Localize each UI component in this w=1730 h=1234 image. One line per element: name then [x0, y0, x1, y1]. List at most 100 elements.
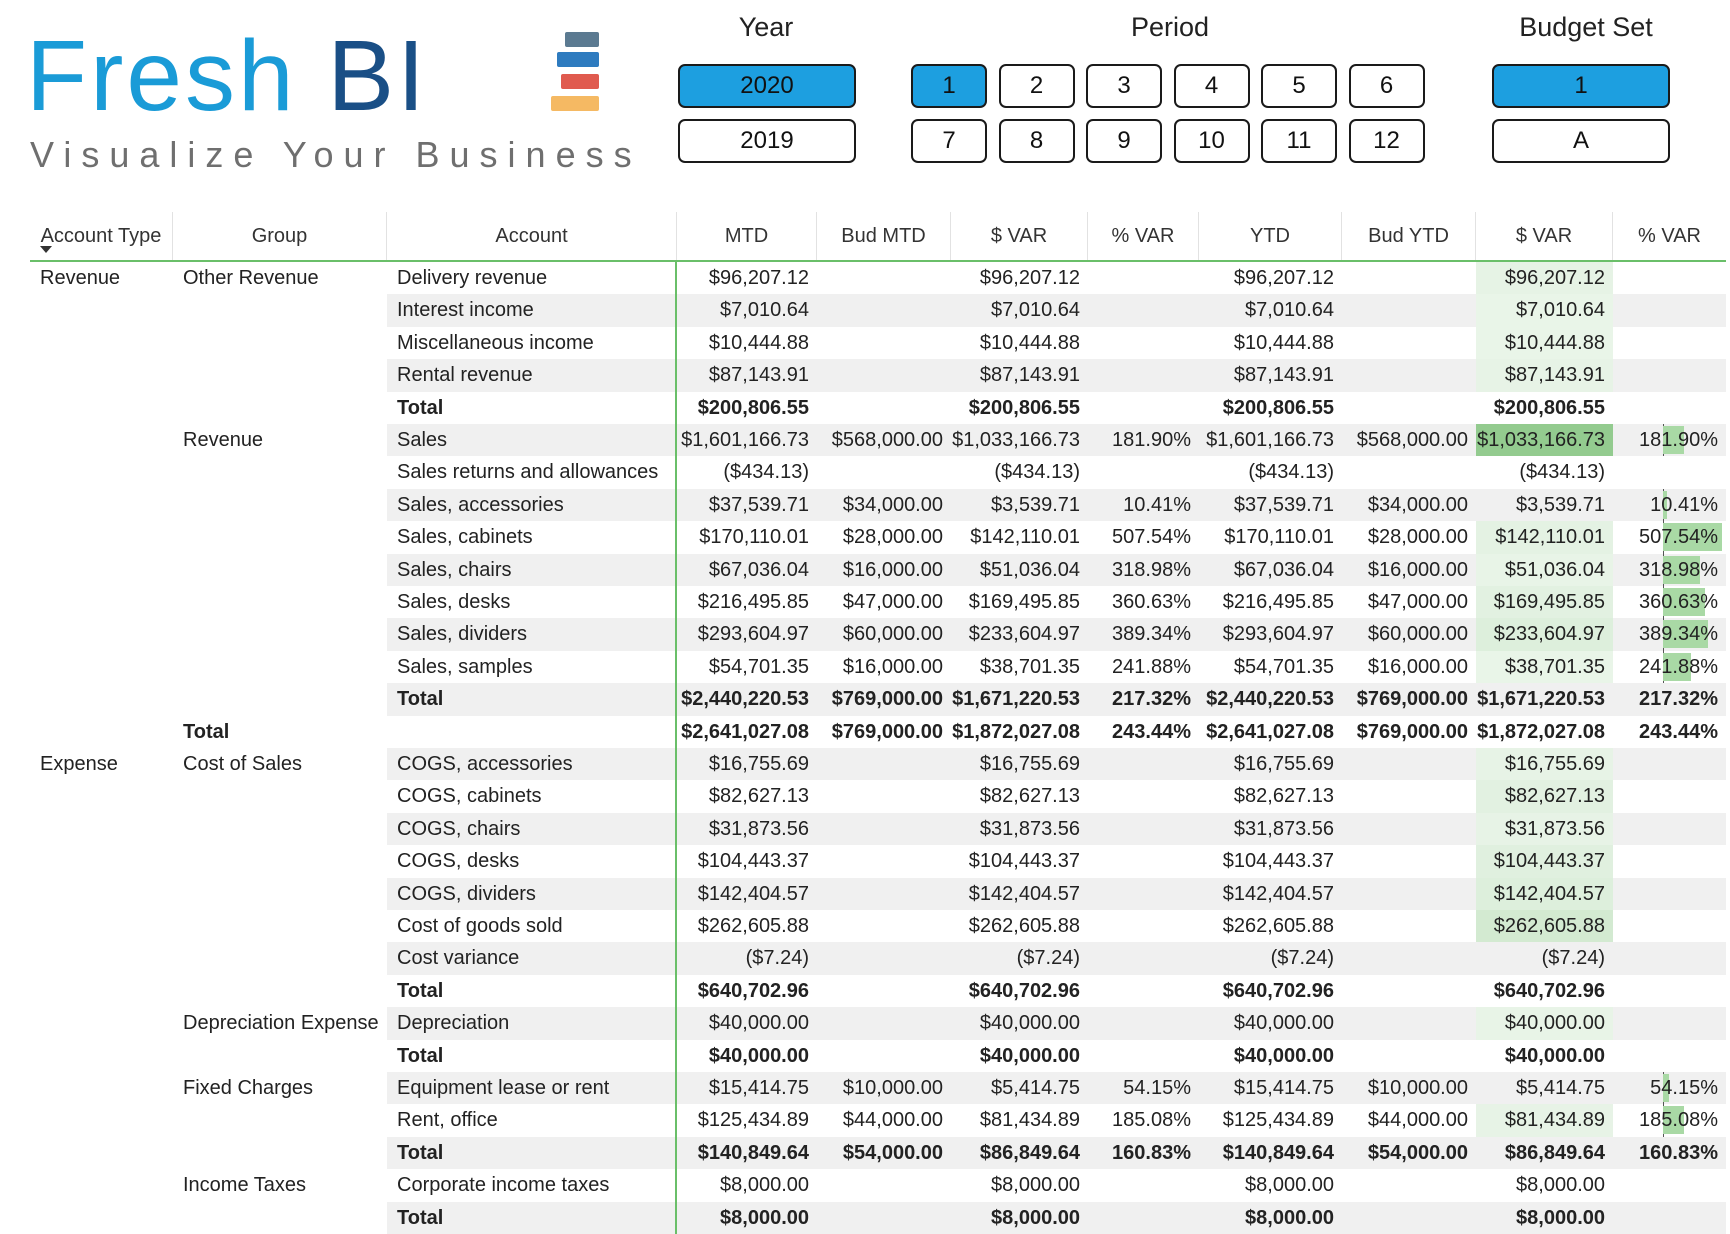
cell-var-mtd: ($434.13): [951, 456, 1088, 488]
cell-group: [173, 1137, 387, 1169]
column-header-pct-var-ytd[interactable]: % VAR: [1613, 212, 1726, 260]
cell-text: 160.83%: [1639, 1141, 1718, 1164]
table-row[interactable]: Revenue Other Revenue Delivery revenue $96,…: [30, 262, 1726, 295]
column-header-mtd[interactable]: MTD: [677, 212, 817, 260]
cell-pct-var-ytd: 389.34%: [1613, 618, 1726, 651]
cell-text: 241.88%: [1639, 655, 1718, 678]
table-row[interactable]: Total $140,849.64 $54,000.00 $86,849.64 160.…: [30, 1136, 1726, 1170]
column-header-ytd[interactable]: YTD: [1199, 212, 1342, 260]
year-button-2019[interactable]: 2019: [678, 119, 856, 163]
cell-text: $82,627.13: [1504, 785, 1605, 808]
column-header-bud-ytd[interactable]: Bud YTD: [1342, 212, 1476, 260]
cell-text: $568,000.00: [1356, 429, 1468, 451]
period-button-2[interactable]: 2: [998, 64, 1075, 108]
cell-account-type: [30, 780, 173, 812]
table-row[interactable]: Interest income $7,010.64 $7,010.64 $7,010.…: [30, 294, 1726, 327]
year-button-2020[interactable]: 2020: [678, 64, 856, 108]
table-row[interactable]: Sales, chairs $67,036.04 $16,000.00 $51,036…: [30, 553, 1726, 586]
cell-var-ytd: $87,143.91: [1476, 359, 1613, 392]
table-row[interactable]: Sales returns and allowances ($434.13) ($4…: [30, 456, 1726, 489]
column-header-var-mtd[interactable]: $ VAR: [951, 212, 1088, 260]
cell-bud-mtd: $769,000.00: [817, 716, 951, 748]
budget-set-button-A[interactable]: A: [1492, 119, 1670, 163]
period-button-8[interactable]: 8: [998, 119, 1075, 163]
column-header-var-ytd[interactable]: $ VAR: [1476, 212, 1613, 260]
cell-mtd: $7,010.64: [677, 294, 817, 327]
cell-text: $7,010.64: [1245, 299, 1334, 322]
period-button-5[interactable]: 5: [1261, 64, 1337, 108]
table-row[interactable]: Cost variance ($7.24) ($7.24) ($7.24) ($7.24…: [30, 942, 1726, 975]
period-button-10[interactable]: 10: [1173, 119, 1250, 163]
cell-var-mtd: $169,495.85: [951, 586, 1088, 618]
table-row[interactable]: Total $40,000.00 $40,000.00 $40,000.00 $40,0…: [30, 1039, 1726, 1072]
table-row[interactable]: COGS, chairs $31,873.56 $31,873.56 $31,873.…: [30, 812, 1726, 846]
table-row[interactable]: Sales, samples $54,701.35 $16,000.00 $38,70…: [30, 650, 1726, 684]
cell-text: Sales, desks: [397, 591, 511, 613]
table-row[interactable]: Total $2,641,027.08 $769,000.00 $1,872,027.…: [30, 715, 1726, 748]
cell-text: $44,000.00: [842, 1109, 943, 1132]
table-row[interactable]: Total $200,806.55 $200,806.55 $200,806.55 $2…: [30, 391, 1726, 424]
period-button-3[interactable]: 3: [1086, 64, 1162, 108]
cell-text: $216,495.85: [1222, 591, 1334, 613]
table-row[interactable]: Revenue Sales $1,601,166.73 $568,000.00 $1,0…: [30, 424, 1726, 457]
table-row[interactable]: Fixed Charges Equipment lease or rent $15,…: [30, 1072, 1726, 1105]
cell-account: Miscellaneous income: [387, 326, 677, 360]
table-row[interactable]: Total $640,702.96 $640,702.96 $640,702.96 $6…: [30, 974, 1726, 1008]
period-button-1[interactable]: 1: [911, 64, 987, 108]
cell-text: $10,444.88: [1504, 331, 1605, 354]
table-row[interactable]: Total $2,440,220.53 $769,000.00 $1,671,220.…: [30, 683, 1726, 716]
table-row[interactable]: Depreciation Expense Depreciation $40,000.…: [30, 1007, 1726, 1040]
column-header-account-type[interactable]: Account Type: [30, 212, 173, 260]
column-header-label: $ VAR: [990, 224, 1048, 247]
cell-ytd: $40,000.00: [1199, 1040, 1342, 1072]
cell-text: $140,849.64: [697, 1141, 809, 1164]
pct-var-databar: [1663, 1106, 1685, 1135]
cell-var-mtd: $3,539.71: [951, 488, 1088, 522]
cell-mtd: $67,036.04: [677, 553, 817, 586]
column-header-pct-var-mtd[interactable]: % VAR: [1088, 212, 1199, 260]
cell-account-type: [30, 586, 173, 618]
table-row[interactable]: Sales, accessories $37,539.71 $34,000.00 $3…: [30, 488, 1726, 522]
period-button-6[interactable]: 6: [1348, 64, 1425, 108]
cell-text: $293,604.97: [1222, 623, 1334, 646]
cell-account-type: [30, 813, 173, 845]
table-row[interactable]: COGS, cabinets $82,627.13 $82,627.13 $82,62…: [30, 780, 1726, 813]
column-header-account[interactable]: Account: [387, 212, 677, 260]
column-header-group[interactable]: Group: [173, 212, 387, 260]
period-button-9[interactable]: 9: [1086, 119, 1162, 163]
table-row[interactable]: Cost of goods sold $262,605.88 $262,605.88…: [30, 910, 1726, 943]
table-row[interactable]: Expense Cost of Sales COGS, accessories $16…: [30, 748, 1726, 781]
sort-descending-icon[interactable]: [40, 246, 52, 253]
cell-pct-var-mtd: 185.08%: [1088, 1104, 1199, 1136]
budget-set-button-1[interactable]: 1: [1492, 64, 1670, 108]
period-button-7[interactable]: 7: [911, 119, 987, 163]
column-header-label: % VAR: [1111, 224, 1175, 247]
cell-text: 181.90%: [1112, 429, 1191, 451]
table-row[interactable]: Total $8,000.00 $8,000.00 $8,000.00 $8,000.0…: [30, 1201, 1726, 1234]
table-row[interactable]: Sales, desks $216,495.85 $47,000.00 $169,49…: [30, 586, 1726, 619]
table-row[interactable]: Miscellaneous income $10,444.88 $10,444.88…: [30, 326, 1726, 360]
cell-text: $37,539.71: [1233, 493, 1334, 516]
cell-account: Delivery revenue: [387, 262, 677, 295]
table-row[interactable]: Income Taxes Corporate income taxes $8,000…: [30, 1169, 1726, 1202]
cell-account-type: [30, 942, 173, 974]
table-row[interactable]: COGS, dividers $142,404.57 $142,404.57 $142…: [30, 877, 1726, 910]
cell-pct-var-ytd: [1613, 877, 1726, 910]
cell-group: Total: [173, 716, 387, 748]
period-button-4[interactable]: 4: [1173, 64, 1250, 108]
period-button-11[interactable]: 11: [1261, 119, 1337, 163]
table-row[interactable]: Rent, office $125,434.89 $44,000.00 $81,434…: [30, 1104, 1726, 1137]
cell-text: $125,434.89: [1222, 1109, 1334, 1132]
cell-account-type: [30, 1072, 173, 1104]
period-button-12[interactable]: 12: [1348, 119, 1425, 163]
table-row[interactable]: Rental revenue $87,143.91 $87,143.91 $87,14…: [30, 359, 1726, 392]
cell-bud-ytd: [1342, 975, 1476, 1007]
table-row[interactable]: COGS, desks $104,443.37 $104,443.37 $104,44…: [30, 845, 1726, 878]
cell-account: Corporate income taxes: [387, 1169, 677, 1202]
cell-text: 318.98%: [1639, 558, 1718, 581]
table-row[interactable]: Sales, cabinets $170,110.01 $28,000.00 $142…: [30, 521, 1726, 554]
cell-text: $170,110.01: [1224, 526, 1334, 549]
column-header-bud-mtd[interactable]: Bud MTD: [817, 212, 951, 260]
table-row[interactable]: Sales, dividers $293,604.97 $60,000.00 $233…: [30, 618, 1726, 651]
cell-text: $51,036.04: [1504, 558, 1605, 581]
